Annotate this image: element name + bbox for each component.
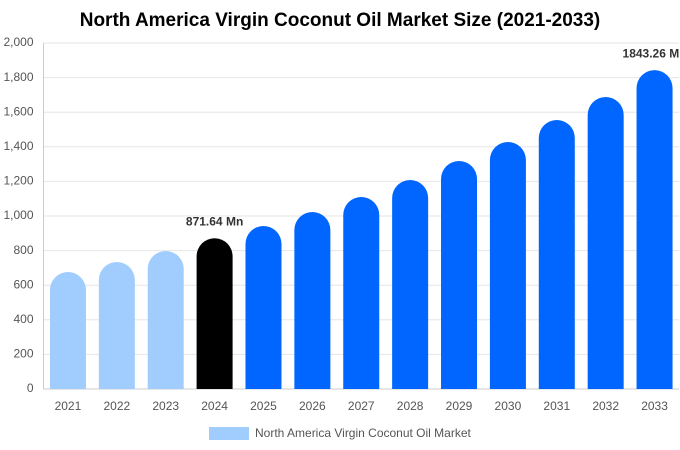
y-tick-label: 200 xyxy=(13,347,33,361)
x-tick-label: 2021 xyxy=(55,399,82,413)
x-tick-label: 2031 xyxy=(543,399,570,413)
x-tick-label: 2023 xyxy=(152,399,179,413)
bar xyxy=(147,250,184,389)
bar xyxy=(196,238,233,389)
bar xyxy=(587,96,624,389)
y-tick-label: 800 xyxy=(13,243,33,257)
x-tick-label: 2028 xyxy=(397,399,424,413)
bar xyxy=(343,196,380,389)
x-tick-label: 2022 xyxy=(103,399,130,413)
x-tick-label: 2033 xyxy=(641,399,668,413)
x-tick-label: 2027 xyxy=(348,399,375,413)
y-tick-label: 400 xyxy=(13,312,33,326)
x-tick-label: 2026 xyxy=(299,399,326,413)
chart-title: North America Virgin Coconut Oil Market … xyxy=(80,10,601,31)
bar xyxy=(98,262,135,389)
x-tick-label: 2025 xyxy=(250,399,277,413)
y-tick-label: 0 xyxy=(27,381,34,395)
x-tick-label: 2024 xyxy=(201,399,228,413)
bar xyxy=(441,160,478,389)
bar xyxy=(489,141,526,389)
x-tick-label: 2029 xyxy=(446,399,473,413)
y-tick-label: 1,400 xyxy=(3,139,33,153)
y-tick-label: 1,800 xyxy=(3,70,33,84)
y-tick-label: 1,200 xyxy=(3,174,33,188)
y-tick-label: 1,000 xyxy=(3,208,33,222)
value-label: 1843.26 Mn xyxy=(623,46,680,60)
bar xyxy=(538,119,575,390)
y-tick-label: 2,000 xyxy=(3,35,33,49)
x-tick-label: 2032 xyxy=(592,399,619,413)
legend-label: North America Virgin Coconut Oil Market xyxy=(255,426,472,440)
bar xyxy=(392,180,429,389)
bar xyxy=(245,226,282,389)
y-tick-label: 600 xyxy=(13,277,33,291)
bar xyxy=(49,272,86,389)
bar xyxy=(636,70,673,389)
legend-swatch xyxy=(209,427,249,440)
y-tick-label: 1,600 xyxy=(3,104,33,118)
x-tick-label: 2030 xyxy=(495,399,522,413)
bar xyxy=(294,212,331,389)
value-label: 871.64 Mn xyxy=(186,214,243,228)
